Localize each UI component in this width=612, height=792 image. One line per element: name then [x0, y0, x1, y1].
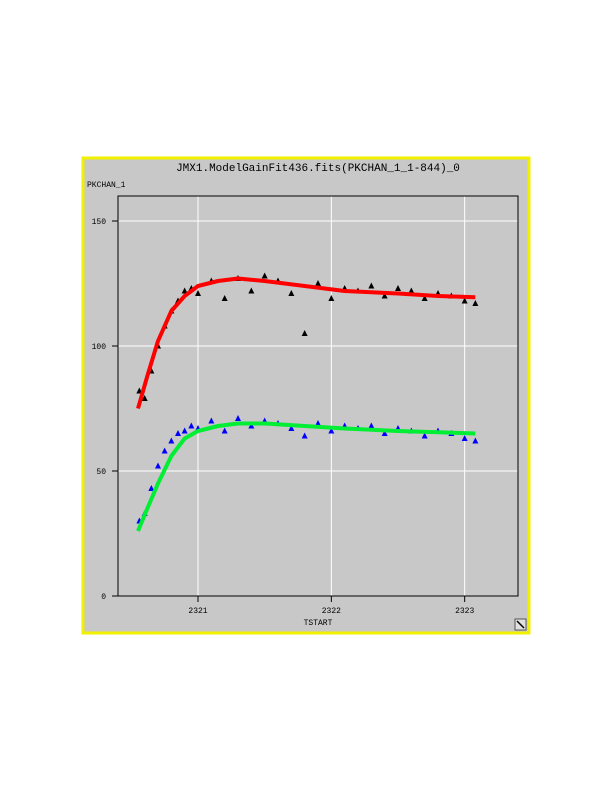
- data-point: [168, 437, 175, 444]
- data-point: [395, 285, 401, 291]
- data-point: [221, 427, 228, 434]
- data-point: [161, 447, 168, 454]
- x-axis-label: TSTART: [304, 619, 333, 628]
- data-point: [188, 422, 195, 429]
- y-tick-label: 0: [101, 593, 106, 602]
- data-point: [461, 297, 468, 304]
- data-point: [315, 280, 321, 286]
- data-point: [328, 427, 335, 434]
- panel: [81, 156, 531, 635]
- data-point: [288, 290, 295, 296]
- data-point: [421, 295, 428, 301]
- data-point: [421, 432, 428, 439]
- data-point: [315, 420, 321, 426]
- y-tick-label: 50: [96, 468, 106, 477]
- x-tick-label: 2322: [322, 607, 341, 616]
- data-point: [472, 437, 479, 444]
- y-tick-label: 100: [92, 343, 107, 352]
- chart-title: JMX1.ModelGainFit436.fits(PKCHAN_1_1-844…: [176, 163, 460, 175]
- data-point: [381, 292, 388, 299]
- x-tick-label: 2321: [188, 607, 207, 616]
- data-point: [181, 427, 188, 434]
- data-point: [408, 287, 415, 294]
- resize-icon[interactable]: [514, 618, 527, 631]
- data-point: [181, 287, 188, 294]
- data-point: [208, 417, 215, 424]
- data-point: [175, 430, 181, 436]
- data-point: [301, 330, 308, 336]
- data-point: [301, 432, 308, 439]
- data-point: [155, 462, 161, 469]
- data-point: [221, 295, 228, 301]
- x-tick-label: 2323: [455, 607, 474, 616]
- data-point: [235, 415, 241, 421]
- data-point: [328, 295, 335, 301]
- data-point: [261, 272, 268, 279]
- data-point: [141, 395, 148, 401]
- y-tick-label: 150: [92, 218, 107, 227]
- fit-line: [136, 421, 476, 532]
- data-point: [195, 290, 201, 296]
- data-point: [461, 435, 468, 441]
- data-point: [248, 287, 255, 294]
- data-point: [368, 282, 375, 289]
- data-point: [472, 300, 479, 306]
- data-point: [288, 425, 295, 431]
- data-point: [368, 422, 375, 429]
- data-point: [148, 485, 155, 491]
- y-axis-label: PKCHAN_1: [87, 181, 126, 190]
- resize-arrow: [516, 620, 525, 629]
- fit-line: [136, 276, 476, 410]
- plot-frame: [117, 195, 519, 597]
- data-point: [381, 430, 388, 436]
